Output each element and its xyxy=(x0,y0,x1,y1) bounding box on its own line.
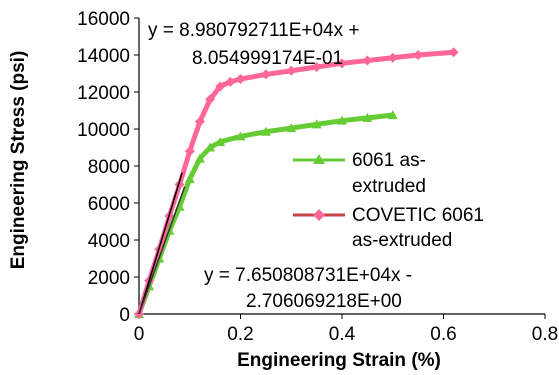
legend-label-covetic-line-1: COVETIC 6061 xyxy=(352,205,484,226)
series-1-point xyxy=(413,50,424,60)
series-1-point xyxy=(184,146,195,157)
y-tick-label: 14000 xyxy=(77,46,130,67)
y-tick-label: 8000 xyxy=(88,157,130,178)
x-tick-label: 0.6 xyxy=(430,324,456,345)
y-tick-label: 12000 xyxy=(77,83,130,104)
legend-marker-6061 xyxy=(313,154,325,164)
series-0-point xyxy=(260,126,271,136)
x-tick-label: 0.8 xyxy=(532,324,558,345)
series-1-point xyxy=(260,69,271,80)
y-tick-label: 4000 xyxy=(88,231,130,252)
legend-label-6061-line-2: extruded xyxy=(352,176,426,197)
legend-marker-covetic xyxy=(313,209,325,221)
series-0-point xyxy=(184,173,195,183)
series-1-point xyxy=(362,55,373,66)
legend-label-6061-line-1: 6061 as- xyxy=(352,150,426,171)
trendline-2-equation-line-2: 2.706069218E+00 xyxy=(246,291,402,312)
series-0-point xyxy=(235,131,246,141)
x-tick-label: 0.4 xyxy=(329,324,356,345)
series-1-point xyxy=(215,81,226,92)
x-tick-label: 0.2 xyxy=(227,324,253,345)
series-0-point xyxy=(286,123,297,133)
series-0-point xyxy=(387,110,398,120)
series-0-point xyxy=(337,115,347,125)
trendline-1-equation-line-2: 8.054999174E-01 xyxy=(192,48,343,69)
series-1-point xyxy=(337,58,347,69)
series-0-point xyxy=(215,136,226,146)
trendline-layer xyxy=(138,172,186,315)
y-tick-label: 10000 xyxy=(77,120,130,141)
y-axis-ticks: 0 2000 4000 6000 8000 10000 12000 14000 16000 xyxy=(77,9,139,326)
legend: 6061 as- extruded COVETIC 6061 as-extrud… xyxy=(293,150,484,251)
y-tick-label: 16000 xyxy=(77,9,130,30)
legend-label-covetic-line-2: as-extruded xyxy=(352,230,452,251)
x-axis-ticks: 0 0.2 0.4 0.6 0.8 xyxy=(134,314,558,345)
series-1-point xyxy=(205,94,216,105)
x-axis-title: Engineering Strain (%) xyxy=(237,350,441,371)
series-0-point xyxy=(311,119,322,129)
series-1-point xyxy=(448,47,459,58)
series-1-point xyxy=(311,62,322,73)
y-tick-label: 6000 xyxy=(88,194,130,215)
trendline-1-equation-line-1: y = 8.980792711E+04x + xyxy=(148,20,359,41)
series-1-point xyxy=(194,116,205,127)
series-1-point xyxy=(387,52,398,63)
x-tick-label: 0 xyxy=(134,324,145,345)
series-0-point xyxy=(362,112,373,122)
trendline-0 xyxy=(138,172,183,315)
series-1-point xyxy=(225,76,236,87)
series-1-point xyxy=(235,74,246,85)
y-axis-title: Engineering Stress (psi) xyxy=(8,51,29,270)
trendline-2-equation-line-1: y = 7.650808731E+04x - xyxy=(204,265,412,286)
series-0-point xyxy=(194,153,205,163)
trendline-1 xyxy=(138,186,186,315)
y-tick-label: 0 xyxy=(119,305,130,326)
y-tick-label: 2000 xyxy=(88,268,130,289)
series-0-point xyxy=(205,142,216,152)
series-1-point xyxy=(286,65,297,76)
